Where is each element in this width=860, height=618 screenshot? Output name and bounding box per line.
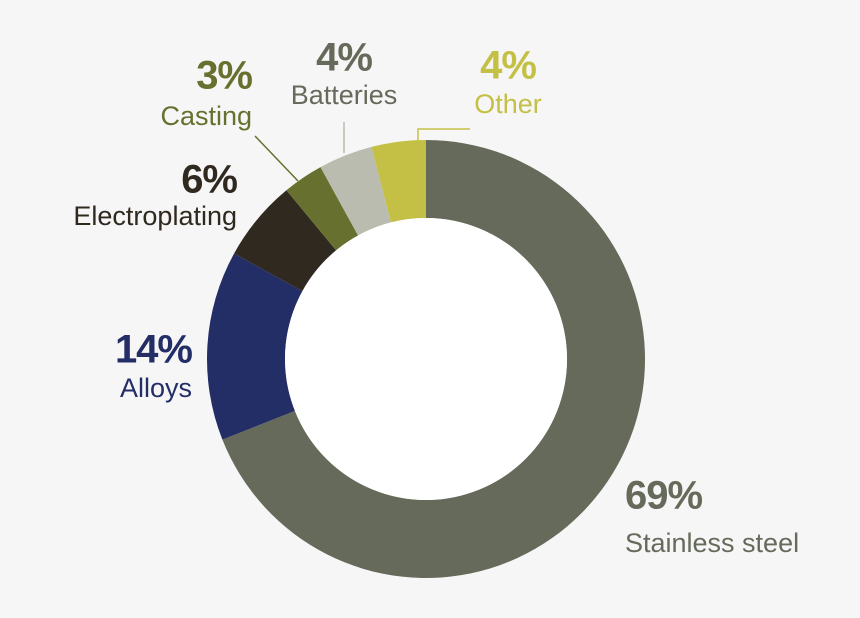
category-label: Batteries (291, 80, 398, 110)
percent-label: 4% (316, 36, 372, 80)
category-label: Casting (160, 101, 252, 131)
donut-slice (207, 253, 303, 440)
percent-label: 4% (480, 44, 536, 88)
percent-label: 3% (196, 54, 252, 98)
donut-slice (286, 167, 359, 251)
category-label: Alloys (120, 373, 192, 403)
percent-label: 14% (115, 328, 192, 372)
donut-hole (285, 218, 567, 500)
category-label: Electroplating (73, 201, 237, 231)
donut-slice (234, 190, 337, 292)
donut-slice (371, 140, 426, 223)
percent-label: 69% (625, 474, 702, 518)
leader-line (417, 128, 470, 141)
leader-line (254, 135, 299, 182)
category-label: Other (474, 89, 542, 119)
category-label: Stainless steel (625, 528, 799, 558)
donut-slice (320, 146, 391, 236)
percent-label: 6% (181, 158, 237, 202)
donut-slice (222, 140, 646, 578)
